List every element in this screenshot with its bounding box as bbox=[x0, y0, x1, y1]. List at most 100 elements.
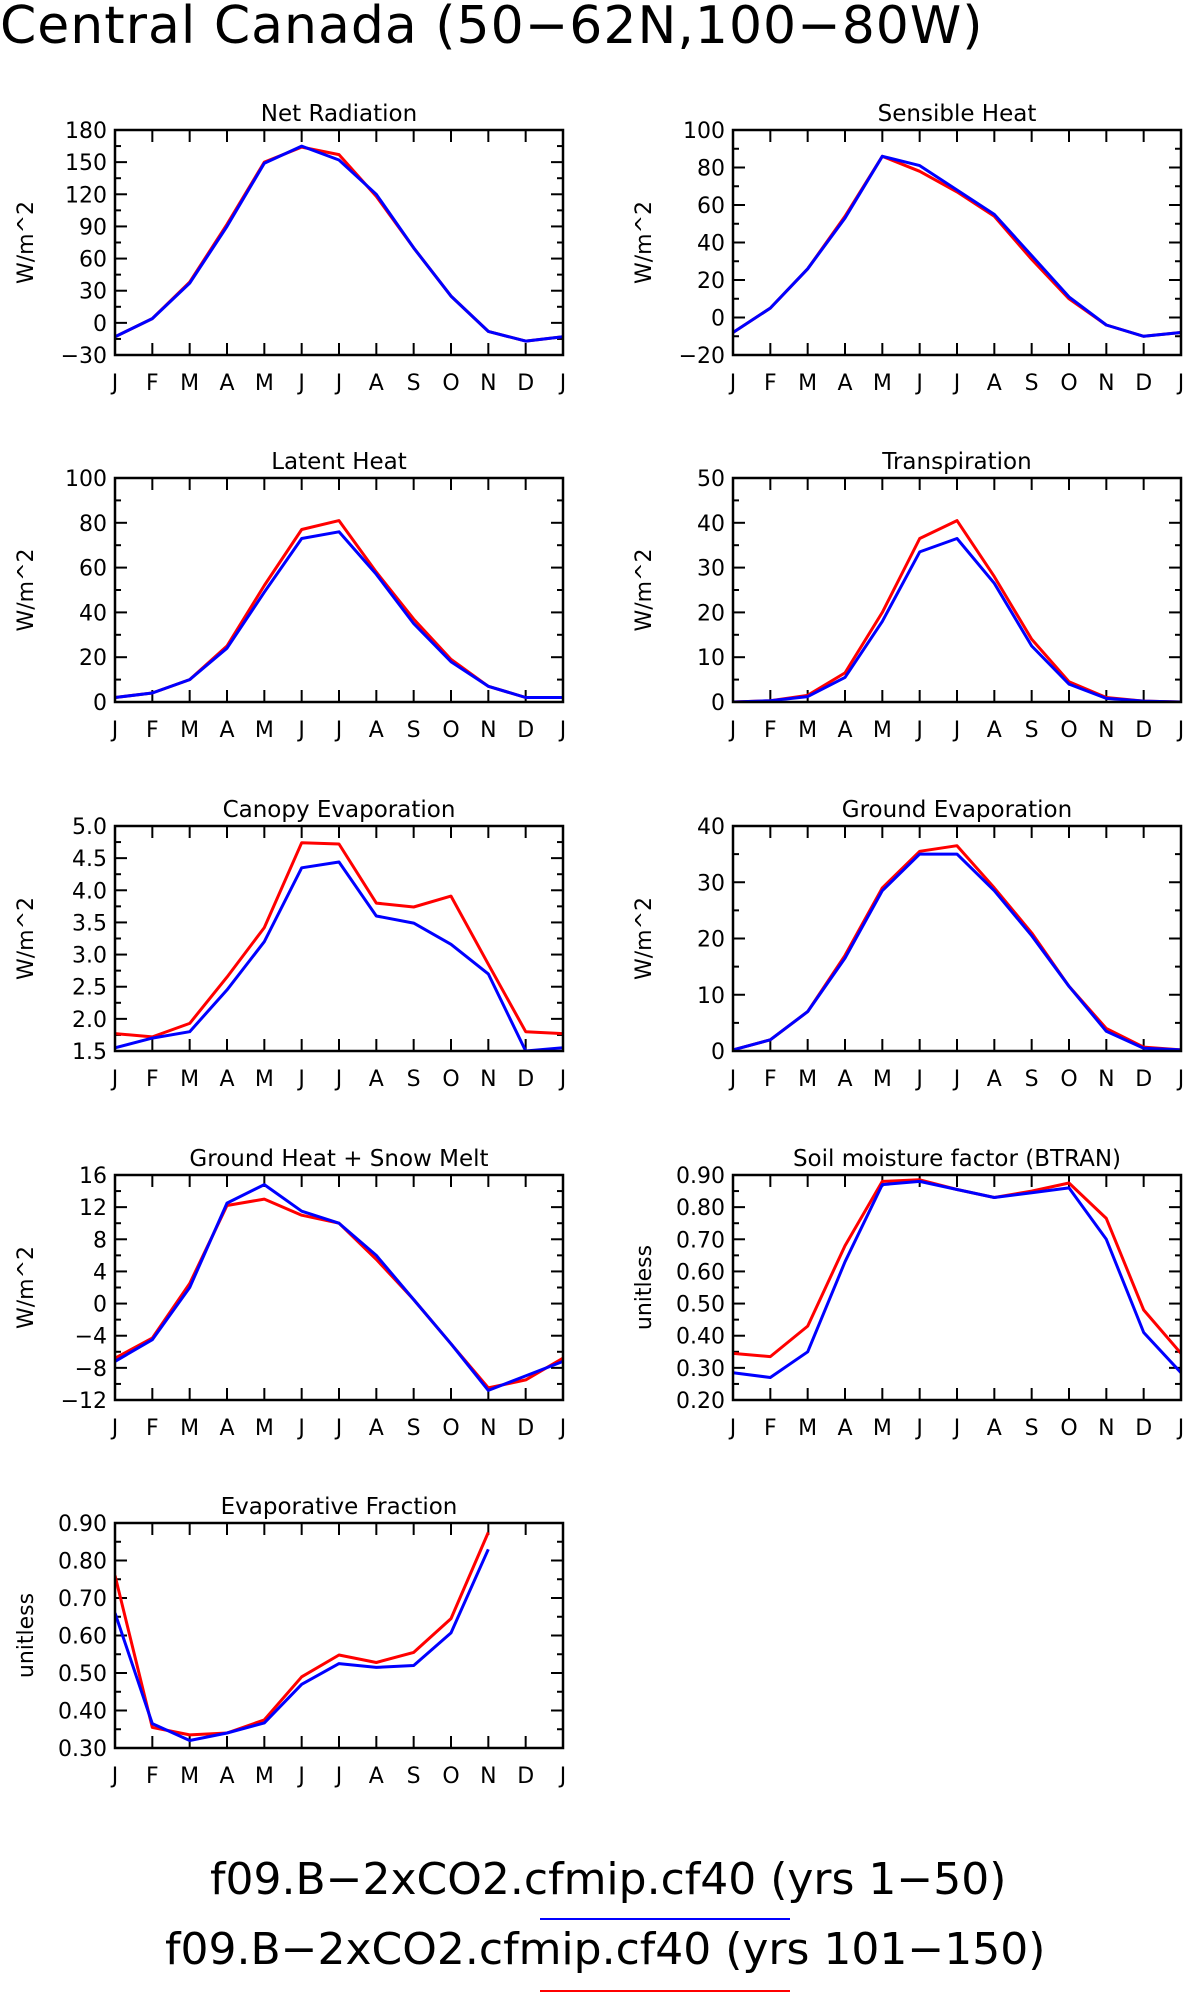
y-tick-label: 100 bbox=[683, 119, 725, 144]
x-tick-label: J bbox=[334, 1067, 343, 1092]
y-axis-label: W/m^2 bbox=[14, 201, 39, 284]
x-tick-label: M bbox=[873, 1067, 892, 1092]
y-tick-label: 20 bbox=[79, 646, 107, 671]
x-tick-label: N bbox=[480, 1764, 496, 1789]
x-tick-label: N bbox=[480, 371, 496, 396]
y-axis-label: unitless bbox=[14, 1593, 39, 1678]
y-tick-label: 0.30 bbox=[58, 1737, 107, 1762]
x-tick-label: J bbox=[952, 1416, 961, 1441]
x-tick-label: J bbox=[558, 1764, 567, 1789]
legend-label-yrs-1-50: f09.B−2xCO2.cfmip.cf40 (yrs 1−50) bbox=[210, 1854, 1007, 1905]
y-tick-label: 16 bbox=[79, 1164, 107, 1189]
x-tick-label: S bbox=[407, 718, 421, 743]
x-tick-label: J bbox=[728, 1067, 737, 1092]
panel-title: Ground Heat + Snow Melt bbox=[189, 1146, 488, 1172]
y-tick-label: 1.5 bbox=[72, 1040, 107, 1065]
y-tick-label: 20 bbox=[697, 928, 725, 953]
x-tick-label: S bbox=[1025, 371, 1039, 396]
y-tick-label: 2.0 bbox=[72, 1008, 107, 1033]
y-tick-label: 30 bbox=[697, 557, 725, 582]
x-tick-label: O bbox=[442, 371, 459, 396]
x-tick-label: O bbox=[442, 1416, 459, 1441]
y-tick-label: −8 bbox=[75, 1357, 107, 1382]
x-tick-label: F bbox=[146, 1764, 159, 1789]
y-tick-label: 12 bbox=[79, 1196, 107, 1221]
x-tick-label: M bbox=[873, 1416, 892, 1441]
x-tick-label: N bbox=[1098, 718, 1114, 743]
x-tick-label: A bbox=[987, 371, 1002, 396]
x-tick-label: O bbox=[442, 718, 459, 743]
x-tick-label: J bbox=[1176, 1416, 1185, 1441]
series-red-line bbox=[733, 1178, 1181, 1359]
y-tick-label: 0.50 bbox=[676, 1293, 725, 1318]
y-tick-label: 0.30 bbox=[676, 1357, 725, 1382]
y-tick-label: 30 bbox=[79, 280, 107, 305]
x-tick-label: A bbox=[219, 1067, 234, 1092]
x-tick-label: M bbox=[255, 1416, 274, 1441]
plot-frame bbox=[113, 1521, 565, 1750]
y-tick-label: 0.40 bbox=[676, 1325, 725, 1350]
x-tick-label: J bbox=[558, 371, 567, 396]
x-tick-label: J bbox=[952, 718, 961, 743]
x-tick-label: A bbox=[837, 718, 852, 743]
x-tick-label: J bbox=[334, 1764, 343, 1789]
y-tick-label: 40 bbox=[697, 815, 725, 840]
y-tick-label: 60 bbox=[697, 194, 725, 219]
x-tick-label: M bbox=[873, 371, 892, 396]
x-tick-label: J bbox=[728, 371, 737, 396]
x-tick-label: J bbox=[952, 371, 961, 396]
y-tick-label: 10 bbox=[697, 646, 725, 671]
panel-ground-heat-snow-melt: Ground Heat + Snow Melt W/m^2 −12 −8 −4 0 4 8 12… bbox=[14, 1146, 566, 1441]
y-tick-label: 0 bbox=[93, 312, 107, 337]
plot-frame bbox=[731, 824, 1183, 1053]
x-tick-label: M bbox=[255, 371, 274, 396]
x-tick-label: D bbox=[1135, 1416, 1152, 1441]
y-tick-label: 100 bbox=[65, 467, 107, 492]
x-tick-label: N bbox=[480, 1416, 496, 1441]
series-blue-line bbox=[115, 144, 563, 343]
x-tick-label: S bbox=[407, 1764, 421, 1789]
panel-title: Net Radiation bbox=[261, 101, 417, 127]
x-tick-label: A bbox=[369, 1416, 384, 1441]
x-tick-label: S bbox=[407, 1067, 421, 1092]
x-tick-label: M bbox=[255, 718, 274, 743]
y-tick-label: 80 bbox=[697, 157, 725, 182]
x-tick-label: J bbox=[296, 1764, 305, 1789]
series-red-line bbox=[115, 1197, 563, 1390]
x-tick-label: A bbox=[219, 718, 234, 743]
y-tick-label: 0 bbox=[711, 1040, 725, 1065]
y-tick-label: 8 bbox=[93, 1228, 107, 1253]
y-tick-label: 10 bbox=[697, 984, 725, 1009]
x-tick-label: M bbox=[180, 371, 199, 396]
x-tick-label: O bbox=[1060, 1416, 1077, 1441]
y-tick-label: 0.90 bbox=[58, 1512, 107, 1537]
panel-title: Canopy Evaporation bbox=[223, 797, 456, 823]
x-tick-label: N bbox=[1098, 1416, 1114, 1441]
y-tick-label: 2.5 bbox=[72, 976, 107, 1001]
y-tick-label: 0.20 bbox=[676, 1389, 725, 1414]
plot-frame bbox=[113, 128, 565, 357]
y-tick-label: 20 bbox=[697, 269, 725, 294]
y-tick-label: 0 bbox=[711, 307, 725, 332]
panel-title: Sensible Heat bbox=[878, 101, 1037, 127]
x-tick-label: A bbox=[219, 371, 234, 396]
x-tick-label: S bbox=[1025, 718, 1039, 743]
x-tick-label: J bbox=[334, 1416, 343, 1441]
y-tick-label: 0.60 bbox=[676, 1260, 725, 1285]
y-tick-label: 120 bbox=[65, 183, 107, 208]
panel-canopy-evaporation: Canopy Evaporation W/m^2 1.5 2.0 2.5 3.0 3.5 4.… bbox=[14, 797, 566, 1092]
plot-frame bbox=[113, 824, 565, 1053]
series-blue-line bbox=[115, 860, 563, 1051]
x-tick-label: M bbox=[180, 1416, 199, 1441]
x-tick-label: J bbox=[558, 718, 567, 743]
y-tick-label: 0 bbox=[711, 691, 725, 716]
x-tick-label: M bbox=[180, 718, 199, 743]
x-tick-label: D bbox=[517, 1067, 534, 1092]
page-title: Central Canada (50−62N,100−80W) bbox=[0, 0, 984, 56]
series-red-line bbox=[115, 1531, 490, 1737]
x-tick-label: J bbox=[914, 1067, 923, 1092]
plot-frame bbox=[731, 1173, 1183, 1402]
x-tick-label: M bbox=[798, 1067, 817, 1092]
x-tick-label: D bbox=[517, 1416, 534, 1441]
